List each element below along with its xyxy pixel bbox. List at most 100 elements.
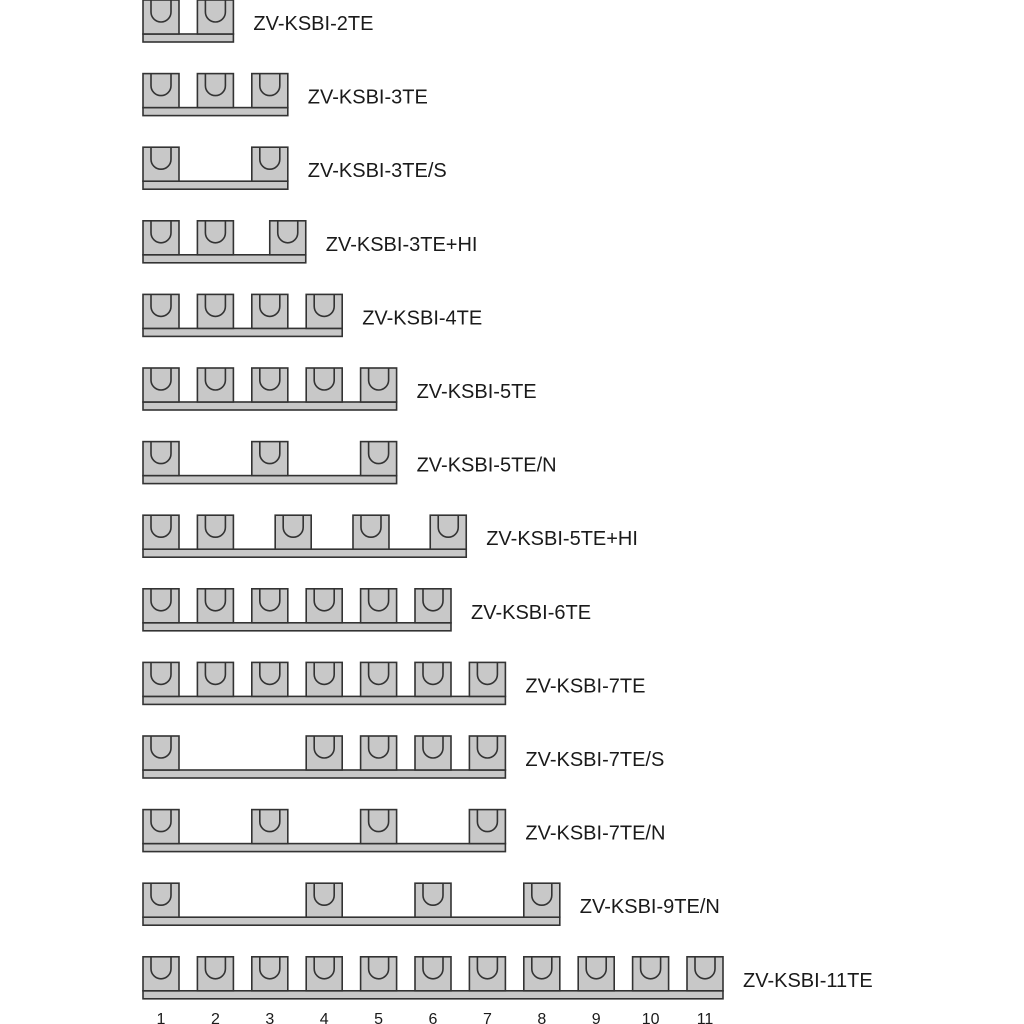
busbar-fork (468, 955, 507, 992)
busbar-fork (196, 293, 235, 330)
busbar-fork (251, 440, 289, 477)
position-number: 4 (320, 1011, 329, 1024)
busbar-fork (352, 514, 390, 551)
busbar-fork (142, 367, 180, 403)
busbar-fork (305, 735, 344, 771)
busbar-fork (468, 735, 507, 771)
busbar-label: ZV-KSBI-5TE/N (417, 455, 557, 477)
busbar-row: ZV-KSBI-7TE/N (142, 808, 665, 853)
busbar-fork (414, 955, 452, 992)
busbar-fork (196, 587, 235, 624)
position-number: 10 (642, 1011, 660, 1024)
busbar-fork (686, 955, 724, 992)
busbar-fork (251, 808, 289, 845)
busbar-fork (251, 587, 289, 624)
busbar-fork (359, 955, 398, 992)
busbar-fork (414, 882, 452, 919)
busbar-fork (142, 146, 180, 182)
busbar-rail (142, 916, 561, 927)
busbar-fork (631, 955, 670, 992)
busbar-fork (414, 587, 452, 624)
busbar-fork (359, 661, 398, 698)
busbar-row: ZV-KSBI-3TE/S (142, 146, 447, 190)
busbar-fork (468, 808, 507, 845)
busbar-fork (274, 514, 312, 551)
busbar-fork (359, 587, 398, 624)
busbar-fork (142, 882, 180, 919)
busbar-row: ZV-KSBI-4TE (142, 293, 482, 338)
busbar-fork (142, 440, 180, 477)
busbar-rail (142, 548, 468, 559)
busbar-rail (142, 474, 398, 485)
busbar-fork (577, 955, 616, 992)
busbar-row: ZV-KSBI-7TE/S (142, 735, 664, 779)
busbar-fork (268, 220, 307, 256)
busbar-rail (142, 33, 235, 43)
busbar-fork (142, 0, 180, 35)
busbar-fork (305, 955, 344, 992)
busbar-fork (251, 293, 289, 330)
busbar-row: ZV-KSBI-6TE (142, 587, 591, 632)
busbar-fork (305, 661, 344, 698)
busbar-fork (251, 367, 289, 403)
busbar-rail (142, 254, 307, 264)
busbar-label: ZV-KSBI-7TE/S (525, 749, 664, 771)
busbar-fork (251, 955, 289, 992)
busbar-fork (414, 661, 452, 698)
busbar-fork (251, 72, 289, 109)
position-number: 5 (374, 1011, 383, 1024)
busbar-fork (196, 0, 235, 35)
busbar-row: ZV-KSBI-7TE (142, 661, 645, 706)
busbar-fork (142, 735, 180, 771)
busbar-label: ZV-KSBI-2TE (253, 13, 373, 35)
busbar-fork (468, 661, 507, 698)
busbar-fork (196, 955, 235, 992)
busbar-fork (196, 72, 235, 109)
busbar-fork (196, 514, 235, 551)
busbar-fork (414, 735, 452, 771)
busbar-row: ZV-KSBI-3TE+HI (142, 220, 478, 264)
busbar-label: ZV-KSBI-4TE (362, 307, 482, 329)
busbar-rail (142, 401, 398, 411)
position-number: 8 (537, 1011, 546, 1024)
busbar-label: ZV-KSBI-9TE/N (580, 896, 720, 918)
busbar-rail (142, 621, 452, 632)
busbar-fork (196, 661, 235, 698)
busbar-fork (359, 367, 398, 403)
busbar-row: ZV-KSBI-2TE (142, 0, 373, 43)
busbar-fork (142, 293, 180, 330)
position-number: 11 (697, 1011, 714, 1024)
busbar-fork (522, 882, 561, 919)
busbar-fork (429, 514, 468, 551)
busbar-fork (305, 882, 344, 919)
busbar-rail (142, 180, 289, 190)
busbar-row: ZV-KSBI-5TE/N (142, 440, 557, 485)
busbar-fork (142, 220, 180, 256)
busbar-label: ZV-KSBI-3TE+HI (326, 234, 478, 256)
position-number: 9 (592, 1011, 601, 1024)
busbar-rail (142, 327, 343, 338)
busbar-fork (359, 808, 398, 845)
position-number: 2 (211, 1011, 220, 1024)
busbar-fork (196, 220, 235, 256)
busbar-label: ZV-KSBI-5TE+HI (486, 528, 638, 550)
busbar-row: ZV-KSBI-9TE/N (142, 882, 720, 927)
position-number: 6 (429, 1011, 438, 1024)
busbar-fork (142, 661, 180, 698)
busbar-row: ZV-KSBI-5TE+HI (142, 514, 638, 559)
busbar-fork (359, 440, 398, 477)
busbar-fork (142, 808, 180, 845)
busbar-fork (142, 587, 180, 624)
busbar-fork (305, 293, 344, 330)
busbar-fork (305, 367, 344, 403)
busbar-label: ZV-KSBI-3TE (308, 87, 428, 109)
busbar-label: ZV-KSBI-5TE (417, 381, 537, 403)
busbar-fork (142, 72, 180, 109)
busbar-label: ZV-KSBI-6TE (471, 602, 591, 624)
busbar-rail (142, 989, 724, 1000)
busbar-row: ZV-KSBI-5TE (142, 367, 537, 411)
busbar-row: ZV-KSBI-11TE (142, 955, 873, 1000)
position-number: 7 (483, 1011, 492, 1024)
busbar-label: ZV-KSBI-7TE (525, 675, 645, 697)
